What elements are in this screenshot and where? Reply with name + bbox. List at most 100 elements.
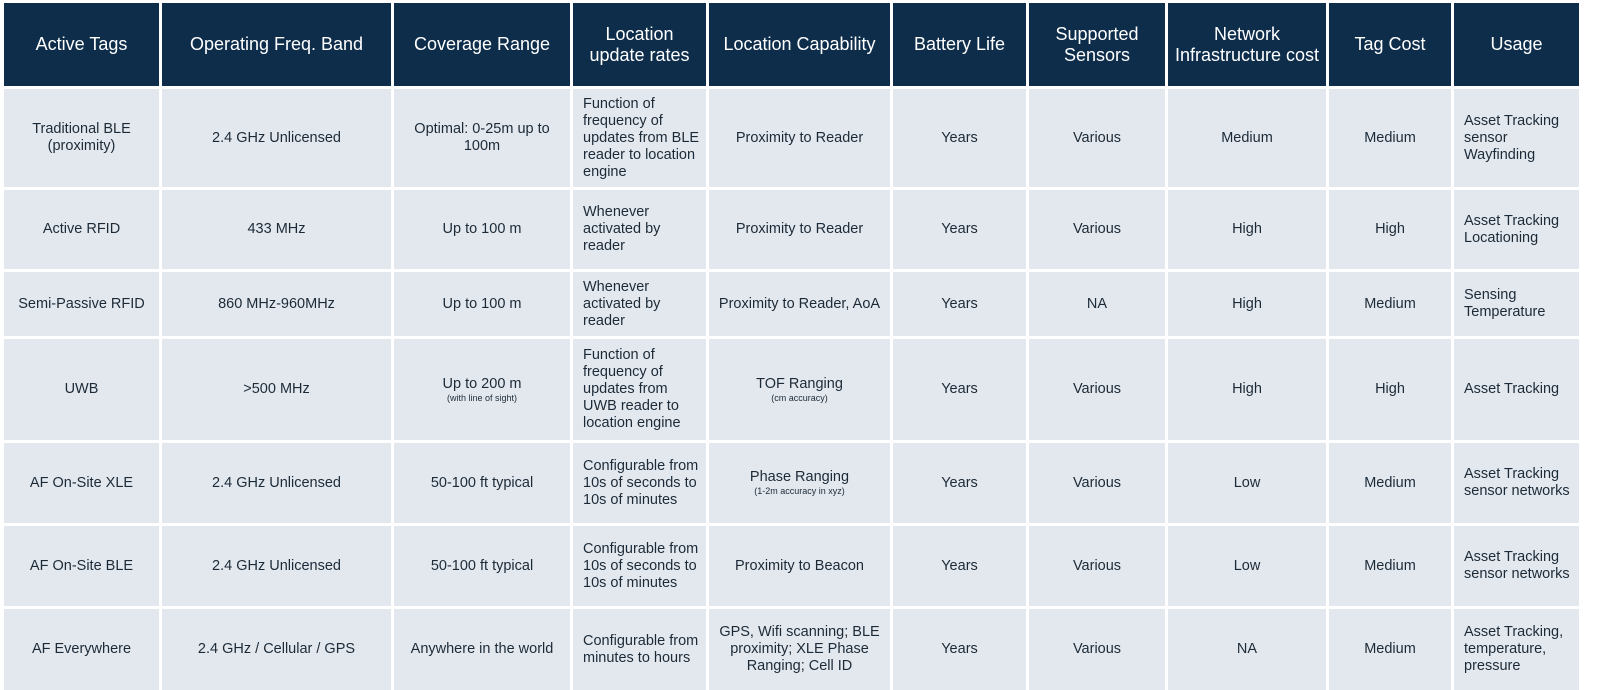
cell-location-update-rate: Configurable from 10s of seconds to 10s … bbox=[573, 443, 706, 523]
cell-operating-freq: 2.4 GHz Unlicensed bbox=[162, 89, 391, 187]
cell-supported-sensors-text: Various bbox=[1072, 474, 1122, 491]
header-location-capability: Location Capability bbox=[709, 3, 890, 86]
cell-usage: Asset Tracking sensor networks bbox=[1454, 526, 1579, 606]
cell-supported-sensors: Various bbox=[1029, 190, 1165, 269]
cell-battery-life: Years bbox=[893, 339, 1026, 440]
cell-location-capability-text: Phase Ranging bbox=[749, 469, 850, 485]
cell-active-tag-text: UWB bbox=[64, 381, 99, 397]
cell-location-update-rate: Configurable from minutes to hours bbox=[573, 609, 706, 690]
cell-location-capability-note: (cm accuracy) bbox=[771, 392, 828, 403]
cell-location-capability-text: TOF Ranging bbox=[756, 375, 843, 392]
cell-location-capability: Proximity to Reader, AoA bbox=[709, 272, 890, 336]
cell-battery-life-text: Years bbox=[941, 221, 978, 237]
cell-network-infrastructure-cost-text: High bbox=[1232, 295, 1262, 312]
cell-usage: Asset Tracking, temperature, pressure bbox=[1454, 609, 1579, 690]
cell-location-update-rate: Function of frequency of updates from BL… bbox=[573, 89, 706, 187]
cell-tag-cost: Medium bbox=[1329, 272, 1451, 336]
cell-tag-cost-text: Medium bbox=[1364, 557, 1416, 574]
cell-supported-sensors: Various bbox=[1029, 526, 1165, 606]
cell-operating-freq-text: 2.4 GHz Unlicensed bbox=[212, 129, 341, 146]
cell-battery-life: Years bbox=[893, 190, 1026, 269]
cell-usage: Asset Tracking sensor Wayfinding bbox=[1454, 89, 1579, 187]
cell-active-tag-text: Active RFID bbox=[42, 221, 121, 237]
cell-battery-life: Years bbox=[893, 443, 1026, 523]
cell-network-infrastructure-cost: High bbox=[1168, 339, 1326, 440]
cell-network-infrastructure-cost-text: High bbox=[1232, 381, 1262, 397]
cell-supported-sensors-text: NA bbox=[1086, 295, 1108, 312]
cell-operating-freq: 2.4 GHz Unlicensed bbox=[162, 526, 391, 606]
cell-location-capability-text: Proximity to Reader bbox=[735, 221, 864, 237]
cell-operating-freq: 433 MHz bbox=[162, 190, 391, 269]
cell-coverage-range: Up to 100 m bbox=[394, 272, 570, 336]
cell-location-update-rate-text: Configurable from minutes to hours bbox=[583, 632, 699, 666]
cell-supported-sensors-text: Various bbox=[1072, 557, 1122, 574]
cell-tag-cost-text: Medium bbox=[1364, 129, 1416, 146]
cell-coverage-range-text: Optimal: 0-25m up to 100m bbox=[414, 121, 550, 154]
cell-active-tag: UWB bbox=[4, 339, 159, 440]
cell-usage-text: Asset Tracking, temperature, pressure bbox=[1464, 624, 1564, 674]
cell-tag-cost: Medium bbox=[1329, 89, 1451, 187]
cell-supported-sensors: Various bbox=[1029, 339, 1165, 440]
cell-battery-life: Years bbox=[893, 89, 1026, 187]
cell-battery-life-text: Years bbox=[941, 557, 978, 574]
cell-location-capability-text: Proximity to Reader bbox=[735, 129, 864, 146]
cell-tag-cost-text: Medium bbox=[1364, 474, 1416, 491]
cell-battery-life: Years bbox=[893, 526, 1026, 606]
cell-coverage-range: Up to 200 m (with line of sight) bbox=[394, 339, 570, 440]
cell-location-update-rate-text: Function of frequency of updates from BL… bbox=[583, 95, 700, 180]
cell-network-infrastructure-cost: Medium bbox=[1168, 89, 1326, 187]
comparison-table: Active Tags Operating Freq. Band Coverag… bbox=[4, 3, 1579, 690]
cell-usage: Sensing Temperature bbox=[1454, 272, 1579, 336]
header-location-update-rates: Location update rates bbox=[573, 3, 706, 86]
cell-battery-life-text: Years bbox=[941, 381, 978, 397]
cell-usage-text: Asset Tracking sensor networks bbox=[1464, 549, 1570, 582]
cell-active-tag: AF On-Site XLE bbox=[4, 443, 159, 523]
cell-network-infrastructure-cost-text: High bbox=[1232, 221, 1262, 237]
cell-operating-freq-text: 2.4 GHz Unlicensed bbox=[212, 557, 341, 574]
cell-operating-freq: >500 MHz bbox=[162, 339, 391, 440]
header-usage: Usage bbox=[1454, 3, 1579, 86]
cell-usage-text: Sensing Temperature bbox=[1464, 287, 1546, 320]
cell-coverage-range: Up to 100 m bbox=[394, 190, 570, 269]
cell-location-capability-text: GPS, Wifi scanning; BLE proximity; XLE P… bbox=[719, 624, 880, 674]
cell-coverage-range: Optimal: 0-25m up to 100m bbox=[394, 89, 570, 187]
cell-tag-cost: High bbox=[1329, 190, 1451, 269]
cell-battery-life: Years bbox=[893, 272, 1026, 336]
cell-tag-cost-text: Medium bbox=[1364, 641, 1416, 657]
cell-coverage-range-text: Up to 100 m bbox=[442, 295, 522, 312]
cell-active-tag: AF Everywhere bbox=[4, 609, 159, 690]
cell-network-infrastructure-cost-text: NA bbox=[1236, 641, 1258, 657]
cell-active-tag: Traditional BLE (proximity) bbox=[4, 89, 159, 187]
cell-location-capability-text: Proximity to Beacon bbox=[735, 557, 864, 574]
cell-active-tag: Semi-Passive RFID bbox=[4, 272, 159, 336]
cell-network-infrastructure-cost: High bbox=[1168, 190, 1326, 269]
cell-active-tag-text: AF On-Site BLE bbox=[29, 557, 134, 574]
cell-tag-cost: Medium bbox=[1329, 443, 1451, 523]
header-network-infrastructure-cost: Network Infrastructure cost bbox=[1168, 3, 1326, 86]
cell-location-capability: Proximity to Reader bbox=[709, 89, 890, 187]
cell-operating-freq-text: 433 MHz bbox=[247, 221, 306, 237]
cell-active-tag-text: Semi-Passive RFID bbox=[18, 295, 145, 312]
cell-tag-cost-text: Medium bbox=[1364, 295, 1416, 312]
cell-network-infrastructure-cost-text: Low bbox=[1233, 557, 1261, 574]
cell-location-capability: Phase Ranging (1-2m accuracy in xyz) bbox=[709, 443, 890, 523]
cell-battery-life-text: Years bbox=[941, 129, 978, 146]
cell-coverage-range: 50-100 ft typical bbox=[394, 526, 570, 606]
cell-operating-freq-text: >500 MHz bbox=[243, 381, 310, 397]
cell-coverage-range-text: Anywhere in the world bbox=[410, 641, 554, 657]
cell-tag-cost-text: High bbox=[1375, 381, 1405, 397]
cell-location-update-rate-text: Whenever activated by reader bbox=[583, 278, 661, 329]
cell-supported-sensors: Various bbox=[1029, 443, 1165, 523]
cell-operating-freq: 860 MHz-960MHz bbox=[162, 272, 391, 336]
cell-coverage-range-note: (with line of sight) bbox=[446, 392, 518, 403]
cell-active-tag-text: Traditional BLE (proximity) bbox=[32, 121, 131, 154]
cell-network-infrastructure-cost-text: Low bbox=[1233, 474, 1261, 491]
cell-supported-sensors: NA bbox=[1029, 272, 1165, 336]
cell-supported-sensors-text: Various bbox=[1072, 221, 1122, 237]
cell-operating-freq-text: 2.4 GHz Unlicensed bbox=[212, 474, 341, 491]
cell-coverage-range: 50-100 ft typical bbox=[394, 443, 570, 523]
cell-active-tag: AF On-Site BLE bbox=[4, 526, 159, 606]
cell-tag-cost: High bbox=[1329, 339, 1451, 440]
cell-location-update-rate-text: Configurable from 10s of seconds to 10s … bbox=[583, 457, 699, 508]
header-tag-cost: Tag Cost bbox=[1329, 3, 1451, 86]
